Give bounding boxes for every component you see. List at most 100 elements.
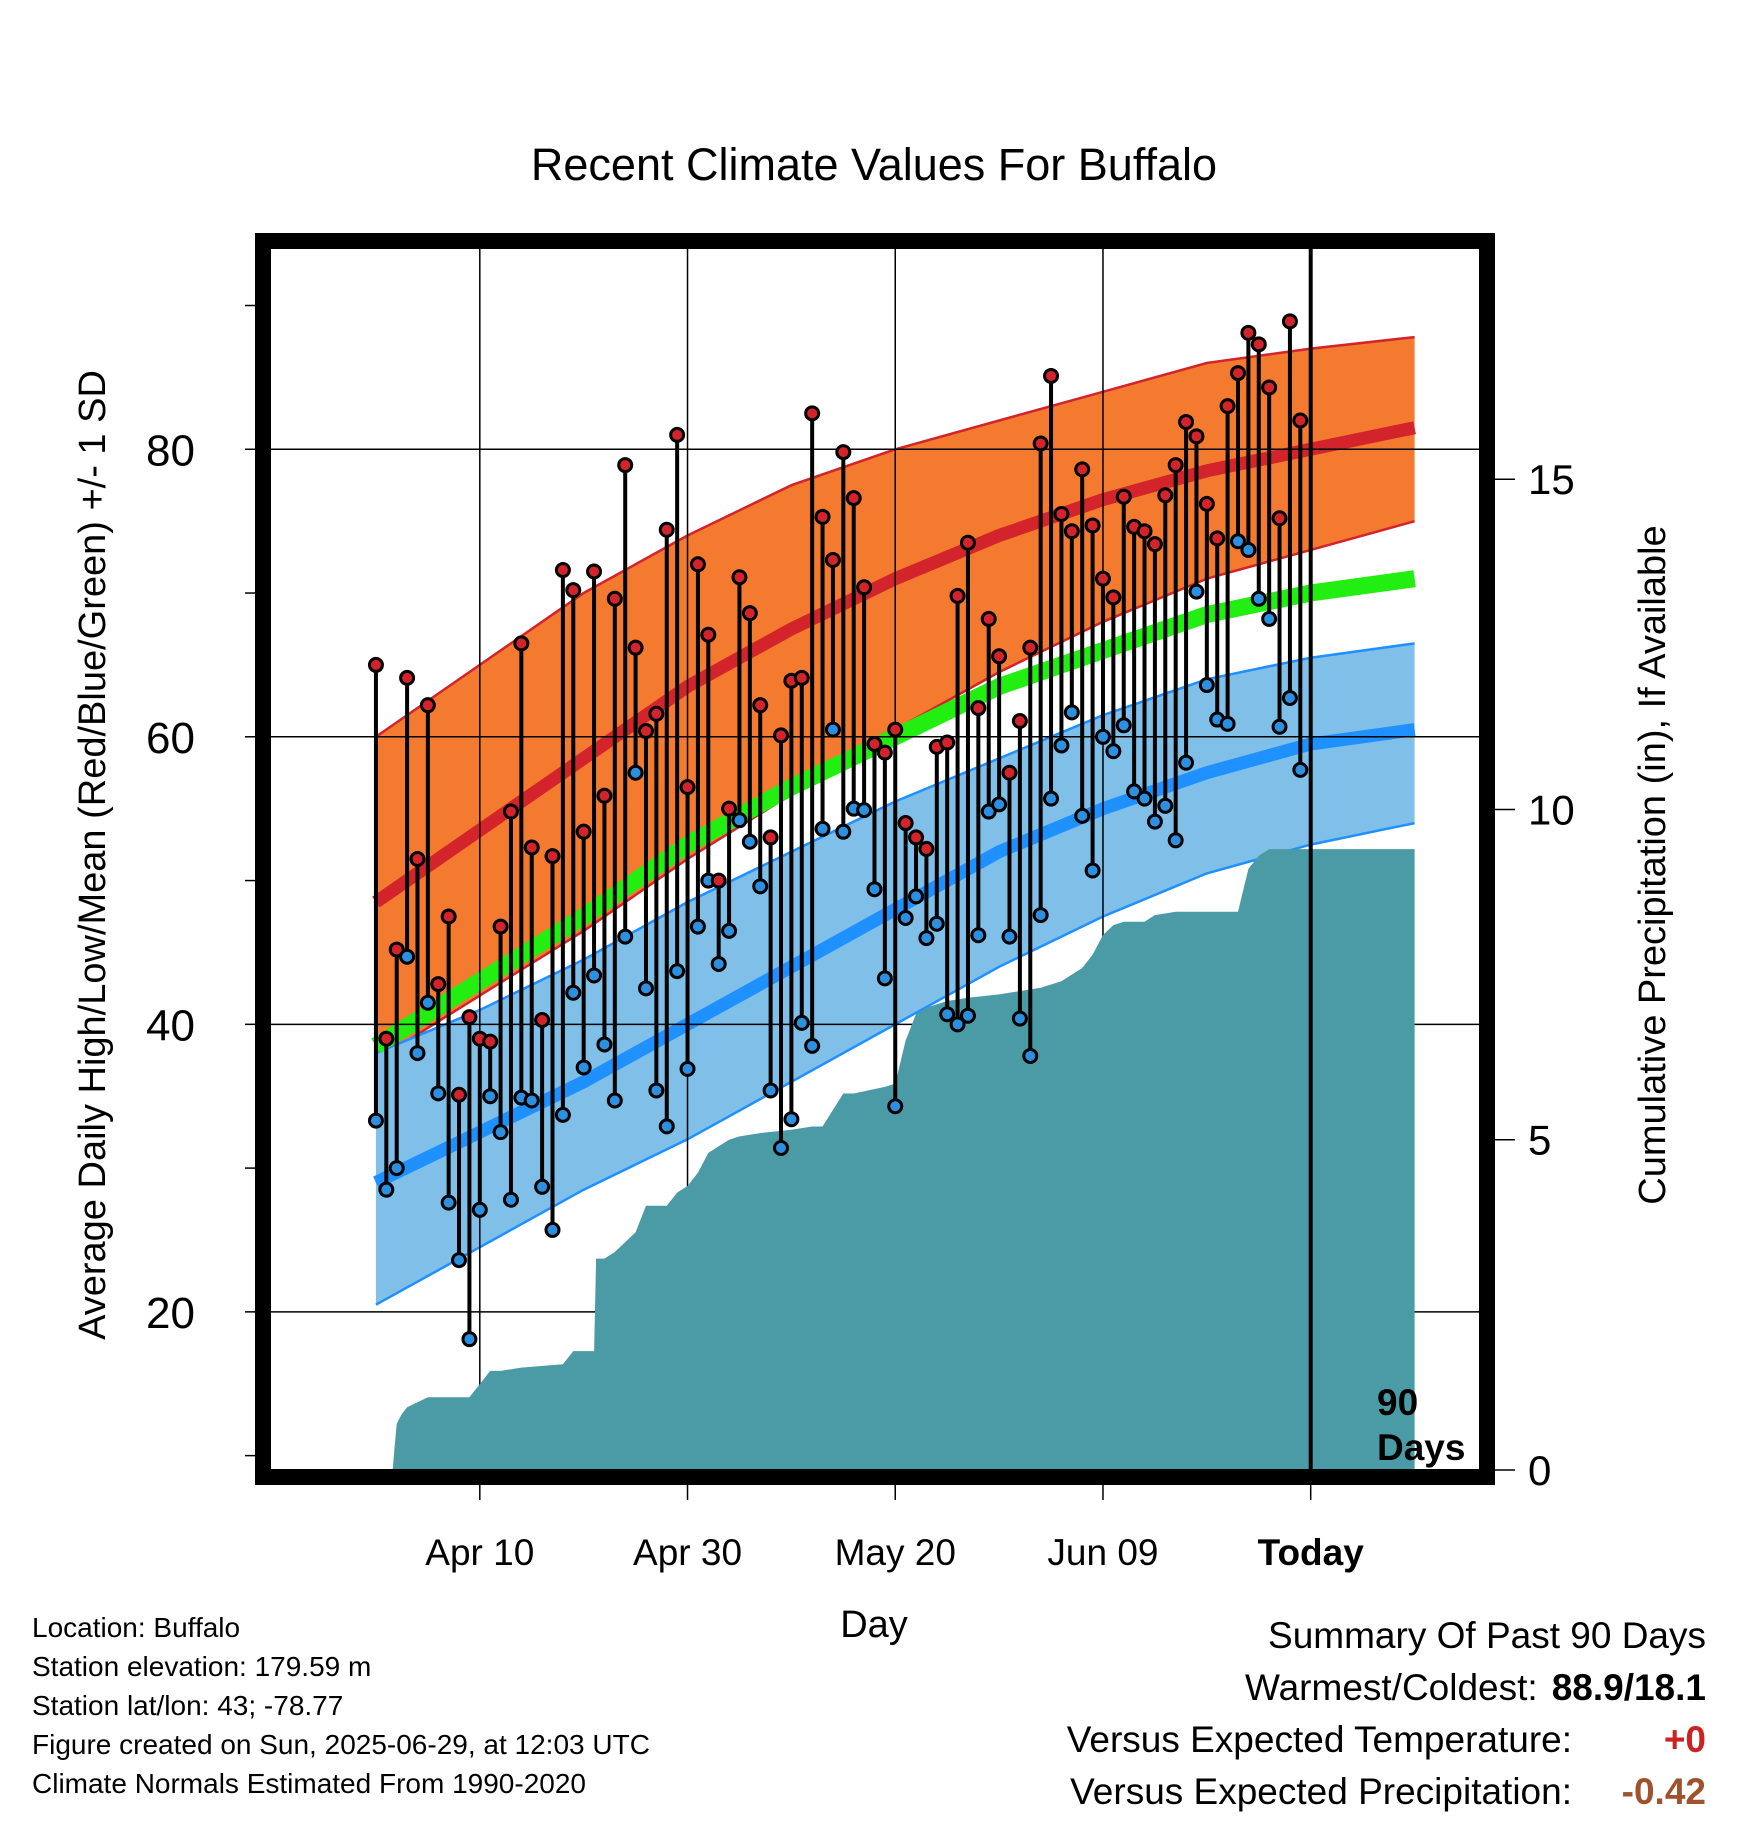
daily-high-point (1292, 412, 1309, 429)
daily-high-point (388, 941, 405, 958)
daily-low-point (461, 1331, 478, 1348)
daily-high-point (939, 734, 956, 751)
daily-high-point (970, 700, 987, 717)
daily-high-point (430, 976, 447, 993)
daily-low-point (409, 1045, 426, 1062)
daily-high-point (637, 723, 654, 740)
daily-high-point (461, 1009, 478, 1026)
daily-high-point (617, 457, 634, 474)
daily-low-point (856, 802, 873, 819)
daily-low-point (1178, 754, 1195, 771)
latlon-text: Station lat/lon: 43; -78.77 (32, 1690, 344, 1721)
daily-high-point (1043, 367, 1060, 384)
daily-low-point (1271, 718, 1288, 735)
daily-high-point (689, 556, 706, 573)
daily-low-point (1281, 689, 1298, 706)
daily-high-point (648, 705, 665, 722)
daily-high-point (513, 635, 530, 652)
daily-low-point (679, 1060, 696, 1077)
daily-temperature-series (367, 313, 1309, 1348)
precip-anomaly-value: -0.42 (1621, 1771, 1706, 1812)
daily-low-point (918, 930, 935, 947)
summary-heading: Summary Of Past 90 Days (1268, 1615, 1706, 1656)
daily-low-point (523, 1092, 540, 1109)
daily-high-point (1105, 589, 1122, 606)
normals-text: Climate Normals Estimated From 1990-2020 (32, 1768, 586, 1799)
daily-low-point (1074, 807, 1091, 824)
daily-low-point (482, 1088, 499, 1105)
daily-low-point (721, 922, 738, 939)
daily-high-point (1001, 764, 1018, 781)
daily-high-point (1074, 461, 1091, 478)
daily-low-point (710, 955, 727, 972)
daily-low-point (1292, 761, 1309, 778)
daily-low-point (1250, 590, 1267, 607)
daily-high-point (741, 605, 758, 622)
daily-high-point (1084, 517, 1101, 534)
daily-low-point (378, 1181, 395, 1198)
daily-low-point (1188, 583, 1205, 600)
daily-high-point (669, 426, 686, 443)
period-label-days: Days (1377, 1427, 1465, 1468)
daily-high-point (1261, 379, 1278, 396)
daily-high-point (554, 562, 571, 579)
daily-low-point (897, 909, 914, 926)
daily-low-point (1157, 797, 1174, 814)
plot-frame (255, 233, 1495, 1485)
daily-low-point (980, 803, 997, 820)
precipitation-area (375, 849, 1415, 1470)
daily-high-point (658, 521, 675, 538)
daily-low-point (876, 970, 893, 987)
daily-low-point (502, 1191, 519, 1208)
daily-high-point (908, 829, 925, 846)
daily-high-point (1032, 435, 1049, 452)
x-tick-label: Apr 30 (633, 1532, 742, 1573)
y-left-tick-label: 20 (146, 1289, 195, 1338)
daily-high-point (887, 721, 904, 738)
location-text: Location: Buffalo (32, 1612, 241, 1643)
daily-low-point (565, 984, 582, 1001)
daily-high-point (1094, 570, 1111, 587)
daily-high-point (492, 918, 509, 935)
daily-low-point (419, 994, 436, 1011)
daily-high-point (721, 800, 738, 817)
daily-low-point (991, 796, 1008, 813)
daily-high-point (1219, 398, 1236, 415)
daily-high-point (575, 823, 592, 840)
daily-low-point (575, 1059, 592, 1076)
daily-high-point (1136, 523, 1153, 540)
daily-high-point (544, 848, 561, 865)
daily-high-point (606, 590, 623, 607)
daily-high-point (596, 787, 613, 804)
daily-high-point (804, 405, 821, 422)
daily-high-point (1146, 536, 1163, 553)
daily-high-point (1250, 336, 1267, 353)
daily-low-point (451, 1252, 468, 1269)
daily-high-point (1011, 712, 1028, 729)
x-tick-label: Today (1258, 1532, 1365, 1573)
daily-low-point (1094, 728, 1111, 745)
daily-high-point (835, 444, 852, 461)
daily-high-point (710, 872, 727, 889)
daily-low-point (866, 881, 883, 898)
daily-high-point (378, 1030, 395, 1047)
daily-low-point (1146, 813, 1163, 830)
daily-low-point (627, 764, 644, 781)
daily-low-point (471, 1201, 488, 1218)
elevation-text: Station elevation: 179.59 m (32, 1651, 372, 1682)
daily-low-point (1022, 1047, 1039, 1064)
daily-low-point (648, 1082, 665, 1099)
daily-high-point (949, 587, 966, 604)
daily-high-point (866, 735, 883, 752)
daily-low-point (1126, 783, 1143, 800)
y-right-tick-label: 0 (1528, 1447, 1551, 1494)
daily-high-point (793, 669, 810, 686)
daily-low-point (617, 928, 634, 945)
daily-low-point (658, 1118, 675, 1135)
daily-high-point (1281, 313, 1298, 330)
daily-high-point (752, 697, 769, 714)
daily-low-point (1115, 717, 1132, 734)
daily-high-point (502, 803, 519, 820)
precip-anomaly-row: Versus Expected Precipitation: -0.42 (1067, 1766, 1706, 1818)
daily-low-point (793, 1014, 810, 1031)
